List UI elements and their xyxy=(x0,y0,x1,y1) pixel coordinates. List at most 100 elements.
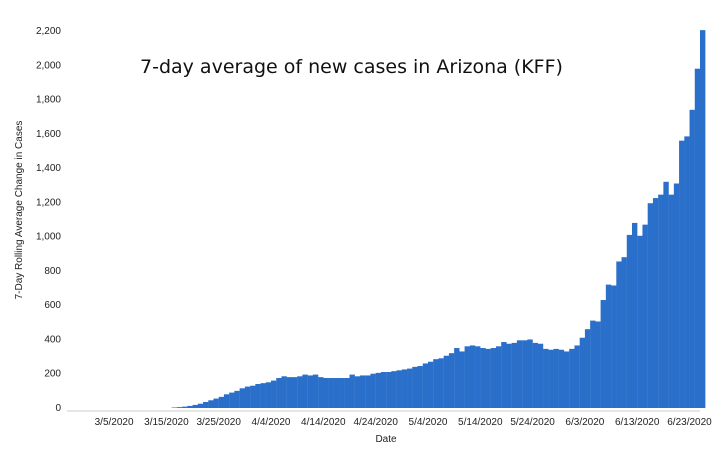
y-tick-label: 800 xyxy=(44,266,61,277)
bar xyxy=(213,398,219,408)
bar xyxy=(333,378,340,408)
bar xyxy=(386,372,392,408)
bar xyxy=(553,348,559,408)
bar xyxy=(401,369,408,408)
y-tick-label: 400 xyxy=(44,334,61,345)
bar xyxy=(291,377,298,408)
bar xyxy=(323,378,329,408)
bar xyxy=(438,358,444,408)
bar xyxy=(673,183,680,408)
bar xyxy=(485,348,491,408)
bar xyxy=(621,257,627,408)
y-tick-label: 1,400 xyxy=(36,163,61,174)
x-tick-label: 6/13/2020 xyxy=(615,417,660,428)
y-axis-title: 7-Day Rolling Average Change in Cases xyxy=(14,121,25,300)
bar xyxy=(260,383,266,408)
bar xyxy=(443,355,450,408)
bar xyxy=(203,402,209,408)
x-tick-label: 3/25/2020 xyxy=(196,417,241,428)
bar xyxy=(631,222,638,408)
bar xyxy=(652,198,659,408)
bar xyxy=(663,181,669,408)
bar xyxy=(182,406,188,408)
y-tick-label: 1,600 xyxy=(36,129,61,140)
bar xyxy=(354,376,361,408)
x-tick-label: 6/23/2020 xyxy=(667,417,712,428)
bar xyxy=(234,390,240,408)
bar xyxy=(244,386,251,408)
y-tick-label: 200 xyxy=(44,369,61,380)
bar xyxy=(218,396,225,408)
bar xyxy=(684,136,690,408)
bar xyxy=(417,366,423,408)
y-tick-label: 1,800 xyxy=(36,95,61,106)
bar xyxy=(642,224,648,408)
bar xyxy=(281,376,287,408)
bar xyxy=(307,375,314,408)
bar xyxy=(286,377,293,408)
bar xyxy=(600,300,606,408)
bar xyxy=(223,394,230,408)
y-tick-label: 1,000 xyxy=(36,232,61,243)
bar xyxy=(276,378,282,408)
y-tick-label: 0 xyxy=(55,403,61,414)
bar xyxy=(516,340,523,408)
bar xyxy=(511,342,518,408)
bar xyxy=(595,321,601,408)
x-tick-label: 6/3/2020 xyxy=(565,417,604,428)
bar xyxy=(611,285,617,408)
bar xyxy=(318,377,324,408)
bar xyxy=(265,382,272,408)
x-tick-label: 5/14/2020 xyxy=(458,417,503,428)
bar xyxy=(480,348,486,408)
bar xyxy=(647,203,654,408)
bar xyxy=(176,407,183,408)
bar xyxy=(197,403,204,408)
bar xyxy=(490,348,497,408)
bar xyxy=(689,109,695,408)
bar xyxy=(616,261,622,408)
bar xyxy=(579,337,586,408)
bar xyxy=(255,384,261,408)
x-tick-label: 5/4/2020 xyxy=(409,417,448,428)
bar xyxy=(192,404,198,408)
bar xyxy=(495,346,502,408)
bar xyxy=(448,353,455,408)
bar xyxy=(563,351,570,408)
bar xyxy=(208,400,214,408)
x-tick-label: 4/14/2020 xyxy=(301,417,346,428)
bar xyxy=(433,359,439,408)
bars xyxy=(171,30,706,409)
bar xyxy=(464,346,470,408)
bar xyxy=(569,348,575,408)
bar xyxy=(558,349,565,408)
bar xyxy=(422,363,429,408)
bar xyxy=(637,235,643,408)
bar xyxy=(537,343,544,408)
x-axis-title: Date xyxy=(375,434,397,445)
bar xyxy=(359,375,366,408)
y-tick-label: 2,200 xyxy=(36,26,61,37)
bar xyxy=(475,346,481,408)
bar xyxy=(605,284,612,408)
y-tick-label: 2,000 xyxy=(36,60,61,71)
bar xyxy=(469,345,476,408)
bar xyxy=(668,194,674,408)
bar xyxy=(522,340,528,408)
bar xyxy=(328,378,334,408)
bar xyxy=(700,30,706,408)
bar xyxy=(527,339,533,408)
bar xyxy=(239,388,246,408)
bar xyxy=(412,366,418,408)
bar xyxy=(375,372,382,408)
bar xyxy=(297,376,303,408)
bar xyxy=(548,349,554,408)
x-tick-label: 3/15/2020 xyxy=(144,417,189,428)
bar xyxy=(694,68,701,408)
bar xyxy=(380,372,387,408)
bar xyxy=(344,378,350,408)
bar xyxy=(171,407,178,408)
bar xyxy=(454,348,460,408)
x-tick-label: 5/24/2020 xyxy=(510,417,555,428)
